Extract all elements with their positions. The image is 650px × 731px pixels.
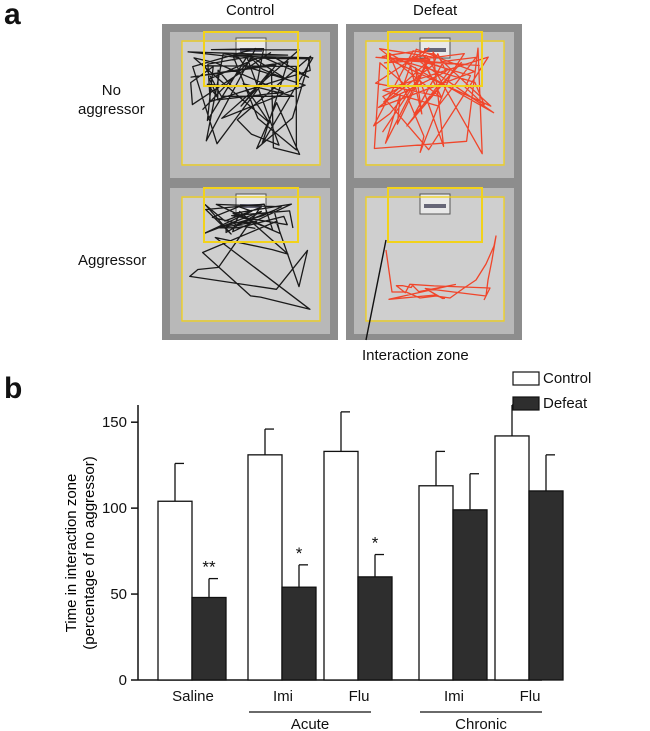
- movement-track: [187, 47, 314, 156]
- movement-track: [189, 203, 311, 310]
- bar-control: [157, 500, 193, 681]
- arena-defeat-aggressor: [346, 180, 522, 340]
- y-tick-label: 100: [102, 500, 127, 517]
- legend-label: Defeat: [543, 395, 588, 412]
- interaction-zone-outline: [387, 31, 483, 87]
- arena-defeat-no-aggressor: [346, 24, 522, 184]
- open-field-outline: [181, 40, 321, 166]
- movement-track: [385, 235, 497, 301]
- column-label-defeat: Defeat: [413, 2, 458, 19]
- bar-control: [247, 454, 283, 681]
- x-tick-label: Imi: [444, 688, 464, 705]
- group-label: Chronic: [455, 716, 507, 731]
- open-field-outline: [365, 196, 505, 322]
- legend-swatch: [512, 371, 540, 386]
- bar-defeat: [452, 509, 488, 681]
- bar-control: [494, 435, 530, 681]
- x-tick-label: Flu: [349, 688, 370, 705]
- legend-label: Control: [543, 370, 591, 387]
- bar-defeat: [281, 586, 317, 681]
- significance-marker: **: [202, 558, 216, 577]
- bar-defeat: [191, 596, 227, 681]
- x-tick-label: Saline: [172, 688, 214, 705]
- interaction-zone-annotation: Interaction zone: [362, 347, 469, 364]
- arena-control-aggressor: [162, 180, 338, 340]
- row-label-no-aggressor-line1: No: [101, 82, 121, 99]
- arena-control-no-aggressor: [162, 24, 338, 184]
- arena-drawing: [170, 187, 330, 334]
- panel-b-letter: b: [4, 372, 23, 405]
- significance-marker: *: [372, 534, 379, 553]
- column-label-control: Control: [226, 2, 275, 19]
- row-label-aggressor: Aggressor: [78, 252, 147, 269]
- y-axis-label-line1: Time in interaction zone: [63, 474, 80, 633]
- y-axis-label-line2: (percentage of no aggressor): [81, 456, 98, 649]
- arena-drawing: [354, 31, 514, 178]
- interaction-zone-pointer: [365, 239, 387, 341]
- significance-marker: *: [296, 544, 303, 563]
- arena-drawing: [354, 187, 514, 334]
- enclosure-mesh: [424, 204, 446, 208]
- bar-control: [418, 485, 454, 681]
- interaction-zone-outline: [203, 31, 299, 87]
- y-axis-label: Time in interaction zone (percentage of …: [63, 456, 98, 649]
- panel-a-letter: a: [4, 0, 21, 31]
- open-field-outline: [365, 40, 505, 166]
- bar-defeat: [528, 490, 564, 681]
- x-tick-label: Imi: [273, 688, 293, 705]
- row-label-no-aggressor: No aggressor: [78, 81, 145, 119]
- row-label-no-aggressor-line2: aggressor: [78, 101, 145, 118]
- legend-swatch: [512, 396, 540, 411]
- y-tick-label: 150: [102, 414, 127, 431]
- enclosure-mesh: [424, 48, 446, 52]
- interaction-zone-outline: [387, 187, 483, 243]
- y-tick-label: 50: [110, 586, 127, 603]
- x-tick-label: Flu: [520, 688, 541, 705]
- arena-drawing: [170, 31, 330, 178]
- bar-control: [323, 450, 359, 681]
- interaction-zone-outline: [203, 187, 299, 243]
- movement-track: [373, 47, 495, 155]
- y-tick-label: 0: [119, 672, 127, 689]
- group-label: Acute: [291, 716, 329, 731]
- open-field-outline: [181, 196, 321, 322]
- bar-defeat: [357, 576, 393, 681]
